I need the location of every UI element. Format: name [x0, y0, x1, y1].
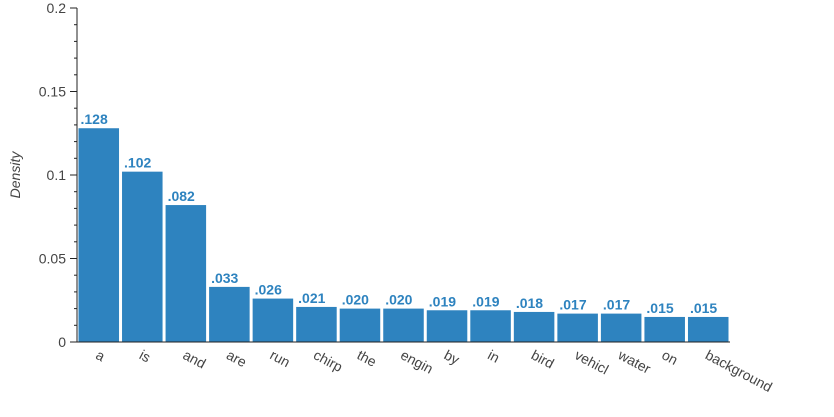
category-label-is: is: [137, 347, 153, 366]
category-label-the: the: [355, 347, 380, 370]
value-label-on: .015: [646, 300, 673, 316]
bar-background: [687, 316, 729, 342]
value-label-in: .019: [472, 293, 499, 309]
category-label-water: water: [615, 346, 654, 377]
category-label-by: by: [442, 347, 463, 368]
bar-water: [600, 313, 642, 342]
x-axis: a is and are run chirp the engin by in bird vehicl w…: [77, 341, 775, 395]
value-label-is: .102: [124, 155, 151, 171]
bar-vehicl: [557, 313, 598, 342]
value-label-are: .033: [211, 270, 238, 286]
y-tick-label: 0: [58, 334, 66, 350]
value-label-the: .020: [342, 292, 369, 308]
value-label-chirp: .021: [298, 290, 325, 306]
bar-by: [426, 310, 468, 342]
y-tick-label: 0.1: [47, 167, 67, 183]
value-label-background: .015: [690, 300, 717, 316]
bar-bird: [513, 311, 555, 342]
y-tick-label: 0.05: [39, 251, 66, 267]
category-label-run: run: [267, 347, 292, 371]
category-label-vehicl: vehicl: [572, 347, 611, 378]
category-label-engin: engin: [398, 347, 436, 377]
value-labels-group: .128 .102 .082 .033 .026 .021 .020 .020 .019 .019…: [81, 111, 718, 316]
bar-run: [252, 298, 294, 342]
bar-chirp: [296, 306, 337, 342]
category-label-chirp: chirp: [311, 347, 345, 375]
y-tick-label: 0.15: [39, 84, 66, 100]
category-label-on: on: [659, 347, 680, 368]
category-label-are: are: [224, 347, 250, 371]
value-label-a: .128: [81, 111, 108, 127]
value-label-vehicl: .017: [559, 297, 586, 313]
y-axis: 0 0.05 0.1 0.15 0.2: [39, 0, 78, 350]
bar-and: [165, 205, 207, 342]
bar-is: [122, 171, 163, 342]
category-label-a: a: [93, 347, 108, 365]
value-label-water: .017: [603, 297, 630, 313]
value-label-by: .019: [429, 293, 456, 309]
bar-in: [470, 310, 511, 342]
y-tick-label: 0.2: [47, 0, 67, 16]
bar-engin: [383, 308, 424, 342]
bar-the: [339, 308, 381, 342]
bar-are: [209, 286, 250, 342]
bar-on: [644, 316, 685, 342]
category-label-bird: bird: [529, 347, 557, 372]
value-label-run: .026: [255, 282, 282, 298]
bars-group: [78, 128, 729, 342]
value-label-bird: .018: [516, 295, 543, 311]
bar-a: [78, 128, 120, 342]
y-axis-label: Density: [7, 151, 23, 199]
value-label-and: .082: [168, 188, 195, 204]
category-label-and: and: [180, 347, 208, 372]
category-label-in: in: [485, 347, 502, 366]
category-label-background: background: [703, 347, 775, 395]
value-label-engin: .020: [385, 292, 412, 308]
